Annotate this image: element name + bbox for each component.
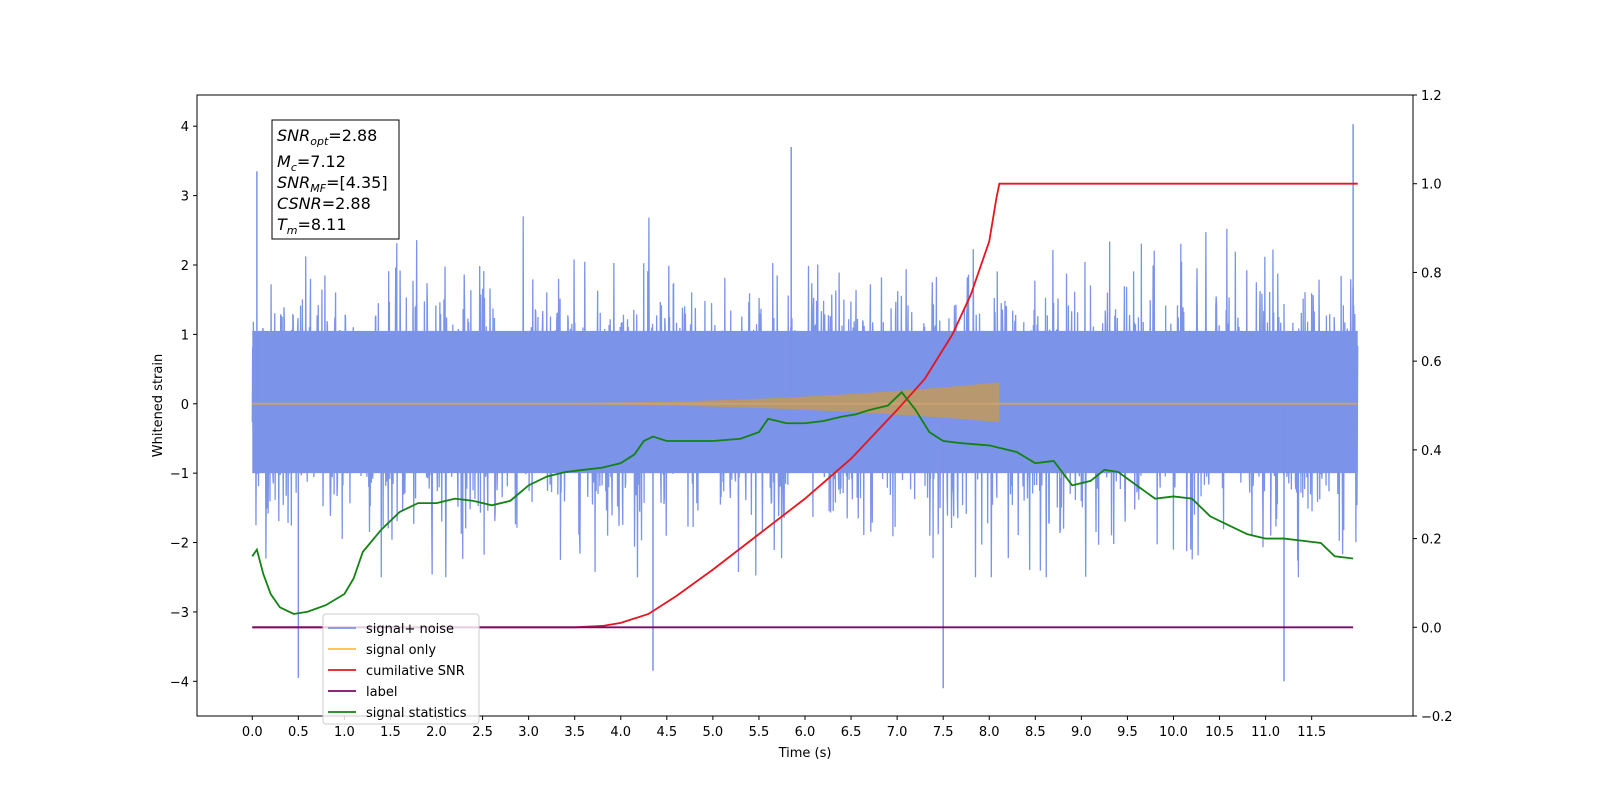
legend-label: label xyxy=(366,685,397,700)
x-tick-label: 8.5 xyxy=(1025,725,1046,740)
y-tick-label: 3 xyxy=(181,190,189,205)
info-csnr-main: CSNR xyxy=(277,194,322,213)
info-snr-mf-sub: MF xyxy=(310,182,326,195)
info-snr-mf-value: =[4.35] xyxy=(326,173,388,192)
x-tick-label: 6.5 xyxy=(841,725,862,740)
x-tick-label: 9.0 xyxy=(1071,725,1092,740)
info-mc-sub: c xyxy=(291,161,297,174)
x-tick-label: 5.5 xyxy=(749,725,770,740)
x-tick-label: 2.0 xyxy=(426,725,447,740)
x-tick-label: 6.0 xyxy=(795,725,816,740)
x-axis-title: Time (s) xyxy=(778,746,832,761)
series-signal-statistics-line xyxy=(251,390,1354,615)
x-tick-label: 11.0 xyxy=(1251,725,1280,740)
x-tick-label: 0.5 xyxy=(288,725,309,740)
y-tick-label: −3 xyxy=(170,606,189,621)
x-tick-label: 3.0 xyxy=(518,725,539,740)
x-tick-label: 7.5 xyxy=(933,725,954,740)
y-axis-title: Whitened strain xyxy=(151,354,166,457)
info-csnr: CSNR=2.88 xyxy=(277,194,371,213)
y-tick-label: −1 xyxy=(170,467,189,482)
x-tick-label: 10.5 xyxy=(1205,725,1234,740)
x-tick-label: 11.5 xyxy=(1297,725,1326,740)
y-tick-label: 4 xyxy=(181,120,189,135)
y2-tick-label: −0.2 xyxy=(1421,710,1453,725)
x-tick-label: 8.0 xyxy=(979,725,1000,740)
x-tick-label: 1.0 xyxy=(334,725,355,740)
legend-label: signal statistics xyxy=(366,706,467,721)
info-snr-mf: SNRMF=[4.35] xyxy=(277,173,388,195)
info-box: SNRopt=2.88 Mc=7.12 SNRMF=[4.35] CSNR=2.… xyxy=(271,119,400,240)
y-axis-ticks: −4 −3 −2 −1 0 1 2 3 4 xyxy=(170,120,197,690)
y2-tick-label: 1.2 xyxy=(1421,89,1442,104)
x-tick-label: 4.5 xyxy=(656,725,677,740)
info-box-frame xyxy=(271,119,400,240)
legend-label: signal+ noise xyxy=(366,622,454,637)
y-tick-label: 1 xyxy=(181,328,189,343)
series-cumilative-snr-line xyxy=(252,182,1358,629)
x-tick-label: 7.0 xyxy=(887,725,908,740)
y2-tick-label: 1.0 xyxy=(1421,178,1442,193)
info-snr-opt: SNRopt=2.88 xyxy=(277,126,377,148)
x-tick-label: 5.0 xyxy=(703,725,724,740)
legend-label: signal only xyxy=(366,643,436,658)
info-snr-opt-sub: opt xyxy=(310,135,329,148)
y-tick-label: −2 xyxy=(170,537,189,552)
info-snr-mf-main: SNR xyxy=(277,173,310,192)
legend-label: cumilative SNR xyxy=(366,664,465,679)
y2-tick-label: 0.4 xyxy=(1421,444,1442,459)
info-mc: Mc=7.12 xyxy=(277,152,346,174)
x-tick-label: 0.0 xyxy=(242,725,263,740)
info-snr-opt-main: SNR xyxy=(277,126,310,145)
y-tick-label: 2 xyxy=(181,259,189,274)
info-tm: Tm=8.11 xyxy=(277,215,347,237)
y-tick-label: 0 xyxy=(181,398,189,413)
y2-tick-label: 0.0 xyxy=(1421,621,1442,636)
x-tick-label: 9.5 xyxy=(1117,725,1138,740)
x-tick-label: 1.5 xyxy=(380,725,401,740)
y2-tick-label: 0.8 xyxy=(1421,266,1442,281)
x-tick-label: 4.0 xyxy=(610,725,631,740)
y2-axis-ticks: −0.2 0.0 0.2 0.4 0.6 0.8 1.0 1.2 xyxy=(1413,89,1453,725)
y2-tick-label: 0.2 xyxy=(1421,533,1442,548)
info-mc-main: M xyxy=(277,152,291,171)
info-tm-value: =8.11 xyxy=(298,215,347,234)
info-tm-main: T xyxy=(277,215,288,234)
x-tick-label: 10.0 xyxy=(1159,725,1188,740)
x-tick-label: 3.5 xyxy=(564,725,585,740)
y-tick-label: −4 xyxy=(170,675,189,690)
info-mc-value: =7.12 xyxy=(297,152,346,171)
info-snr-opt-value: =2.88 xyxy=(328,126,377,145)
legend: signal+ noise signal only cumilative SNR la… xyxy=(322,613,480,725)
legend-frame xyxy=(322,613,480,725)
info-tm-sub: m xyxy=(287,224,298,237)
series-signal-only-envelope xyxy=(528,382,1000,423)
signal-layer xyxy=(252,382,1358,423)
y2-tick-label: 0.6 xyxy=(1421,355,1442,370)
x-tick-label: 2.5 xyxy=(472,725,493,740)
info-csnr-value: =2.88 xyxy=(322,194,371,213)
